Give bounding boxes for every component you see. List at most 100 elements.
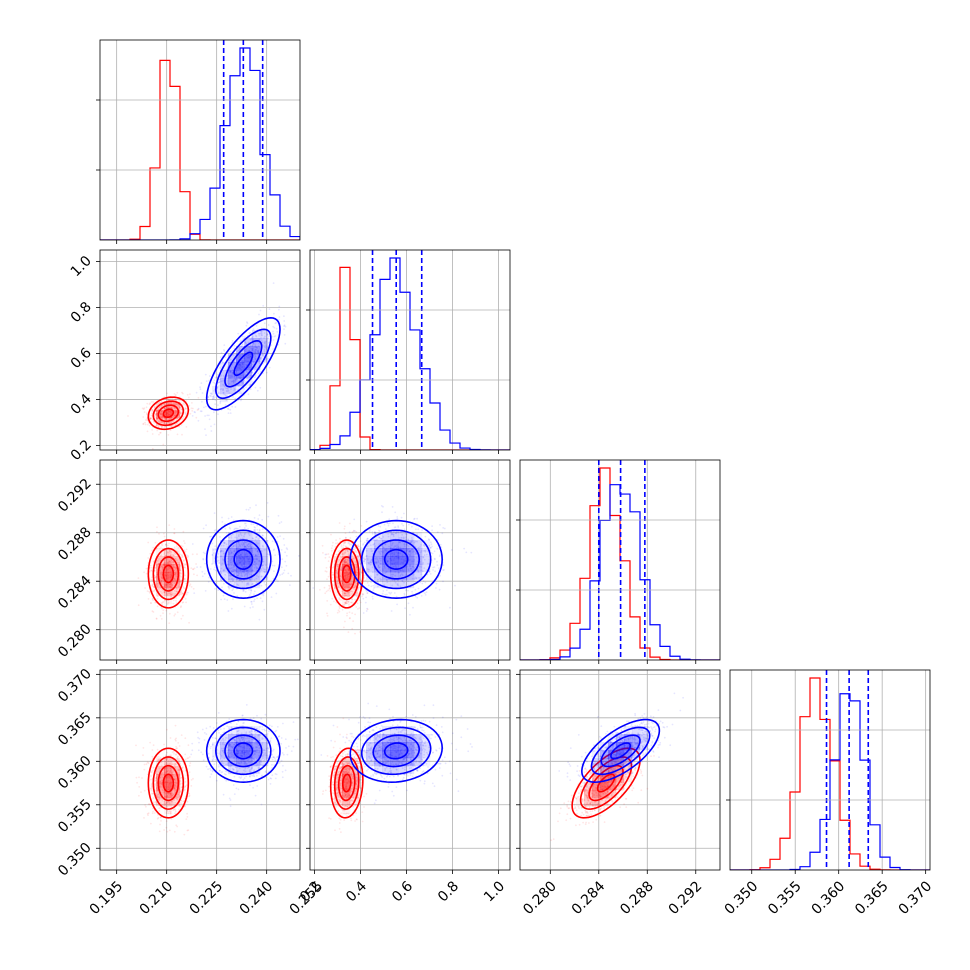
scatter-point (160, 570, 163, 573)
scatter-point (407, 538, 409, 541)
scatter-point (152, 583, 154, 586)
scatter-point (145, 406, 148, 409)
density-cell (252, 556, 261, 565)
scatter-point (335, 570, 338, 573)
scatter-point (156, 605, 159, 608)
scatter-point (219, 570, 222, 573)
scatter-point (213, 423, 216, 426)
scatter-point (160, 554, 163, 556)
scatter-point (337, 558, 340, 561)
scatter-point (411, 560, 414, 563)
scatter-point (159, 416, 162, 418)
scatter-point (335, 571, 338, 574)
scatter-point (163, 591, 166, 594)
scatter-point (220, 380, 223, 383)
scatter-point (343, 561, 346, 563)
scatter-point (213, 394, 215, 397)
scatter-point (427, 562, 429, 565)
scatter-point (143, 789, 146, 792)
scatter-point (166, 406, 168, 409)
scatter-point (160, 412, 162, 414)
scatter-point (287, 572, 290, 575)
scatter-point (351, 598, 353, 601)
scatter-point (182, 416, 185, 418)
scatter-point (232, 396, 234, 398)
scatter-point (245, 342, 248, 345)
scatter-point (202, 558, 205, 561)
scatter-point (223, 385, 226, 388)
scatter-point (182, 392, 184, 395)
scatter-point (283, 324, 286, 327)
scatter-point (378, 557, 381, 560)
scatter-point (408, 550, 411, 552)
scatter-point (173, 614, 176, 617)
scatter-point (344, 620, 346, 623)
scatter-point (413, 518, 415, 520)
scatter-point (178, 586, 180, 588)
scatter-point (439, 574, 441, 577)
scatter-point (251, 371, 254, 374)
scatter-point (359, 550, 362, 552)
scatter-point (353, 518, 356, 521)
scatter-point (233, 564, 236, 567)
scatter-point (345, 536, 347, 539)
scatter-point (208, 414, 210, 417)
scatter-point (173, 532, 175, 535)
scatter-point (351, 601, 354, 604)
scatter-point (220, 549, 223, 552)
scatter-point (168, 550, 171, 552)
scatter-point (184, 550, 187, 553)
scatter-point (246, 582, 248, 585)
scatter-point (220, 351, 223, 354)
scatter-point (252, 338, 255, 340)
scatter-point (241, 575, 244, 577)
scatter-point (196, 574, 198, 577)
scatter-point (356, 571, 359, 574)
scatter-point (253, 369, 256, 372)
scatter-point (240, 572, 243, 574)
scatter-point (240, 534, 243, 537)
scatter-point (363, 560, 365, 563)
scatter-point (374, 539, 377, 542)
scatter-point (278, 308, 280, 311)
scatter-point (149, 602, 152, 604)
scatter-point (183, 403, 185, 405)
scatter-point (350, 601, 353, 604)
scatter-point (173, 577, 176, 580)
scatter-point (335, 601, 338, 604)
scatter-point (449, 606, 451, 609)
scatter-point (178, 569, 181, 571)
scatter-point (222, 391, 225, 394)
scatter-point (232, 565, 235, 567)
scatter-point (175, 399, 177, 402)
scatter-point (161, 565, 163, 567)
scatter-point (247, 582, 250, 585)
scatter-point (252, 361, 255, 363)
scatter-point (327, 560, 330, 563)
scatter-point (171, 581, 174, 583)
scatter-point (165, 422, 168, 425)
scatter-point (365, 520, 368, 523)
scatter-point (225, 395, 227, 398)
scatter-point (171, 583, 174, 586)
scatter-point (223, 393, 226, 396)
scatter-point (229, 540, 231, 543)
scatter-point (353, 585, 355, 588)
scatter-point (155, 412, 158, 415)
scatter-point (247, 572, 249, 575)
scatter-point (344, 602, 347, 604)
scatter-point (260, 569, 263, 571)
scatter-point (331, 571, 334, 574)
scatter-point (162, 609, 165, 612)
density-cell (244, 572, 253, 581)
scatter-point (163, 551, 166, 554)
scatter-point (163, 426, 166, 429)
scatter-point (422, 556, 425, 559)
scatter-point (219, 356, 222, 359)
density-cell (244, 354, 253, 363)
scatter-point (264, 346, 267, 349)
scatter-point (255, 577, 258, 580)
scatter-point (175, 572, 177, 575)
scatter-point (406, 543, 408, 545)
scatter-point (156, 560, 159, 562)
